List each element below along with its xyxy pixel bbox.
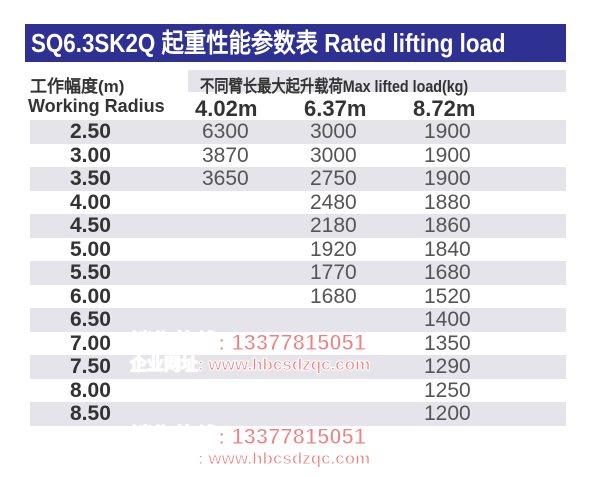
arm-length-2: 6.37m: [304, 96, 367, 121]
table-row: 2.50 6300 3000 1900: [30, 120, 566, 144]
table-row: 5.00 1920 1840: [30, 238, 566, 262]
table-row: 8.00 1250: [30, 379, 566, 403]
watermark-2: 销售热线: 13377815051 企业网址: www.hbcsdzqc.com: [129, 424, 371, 469]
load-cell: 1290: [424, 355, 471, 378]
table-row: 4.50 2180 1860: [30, 214, 566, 238]
load-header-band: [188, 70, 566, 92]
table-row: 7.00 1350: [30, 332, 566, 356]
load-cell: 1250: [424, 378, 471, 402]
radius-cell: 2.50: [70, 120, 111, 143]
radius-cell: 8.00: [70, 378, 111, 402]
load-cell: 1900: [424, 167, 471, 190]
radius-cell: 4.50: [70, 214, 111, 237]
load-cell: 6300: [202, 120, 249, 143]
load-cell: 1520: [424, 284, 471, 308]
load-cell: 2180: [310, 214, 357, 237]
load-cell: 1900: [424, 120, 471, 143]
load-cell: 1920: [310, 237, 357, 261]
table-row: 6.50 1400: [30, 308, 566, 332]
radius-cell: 5.50: [70, 261, 111, 284]
radius-header-cn: 工作幅度(m): [30, 77, 125, 96]
load-cell: 1770: [310, 261, 357, 284]
load-cell: 1200: [424, 402, 471, 425]
table-row: 8.50 1200: [30, 402, 566, 426]
load-table: 2.50 6300 3000 1900 3.00 3870 3000 1900 3.50 3650…: [30, 120, 566, 426]
radius-cell: 4.00: [70, 190, 111, 214]
watermark-site: 企业网址: www.hbcsdzqc.com: [129, 449, 371, 469]
radius-cell: 8.50: [70, 402, 111, 425]
load-cell: 3870: [202, 143, 249, 167]
load-cell: 3000: [310, 143, 357, 167]
radius-cell: 7.00: [70, 331, 111, 355]
load-cell: 3650: [202, 167, 249, 190]
radius-cell: 3.00: [70, 143, 111, 167]
table-title: SQ6.3SK2Q 起重性能参数表 Rated lifting load: [31, 28, 506, 58]
load-cell: 1840: [424, 237, 471, 261]
table-row: 3.00 3870 3000 1900: [30, 144, 566, 168]
radius-cell: 7.50: [70, 355, 111, 378]
table-row: 7.50 1290: [30, 355, 566, 379]
load-cell: 1680: [310, 284, 357, 308]
load-cell: 1860: [424, 214, 471, 237]
table-row: 6.00 1680 1520: [30, 285, 566, 309]
load-cell: 1680: [424, 261, 471, 284]
radius-cell: 5.00: [70, 237, 111, 261]
load-cell: 3000: [310, 120, 357, 143]
load-cell: 1900: [424, 143, 471, 167]
table-row: 3.50 3650 2750 1900: [30, 167, 566, 191]
load-cell: 2480: [310, 190, 357, 214]
table-row: 4.00 2480 1880: [30, 191, 566, 215]
radius-header-en: Working Radius: [28, 96, 165, 116]
load-header: 不同臂长最大起升载荷Max lifted load(kg): [200, 77, 469, 96]
table-row: 5.50 1770 1680: [30, 261, 566, 285]
arm-length-3: 8.72m: [413, 96, 476, 121]
load-cell: 1350: [424, 331, 471, 355]
load-cell: 1880: [424, 190, 471, 214]
arm-length-1: 4.02m: [195, 96, 258, 121]
title-bar: SQ6.3SK2Q 起重性能参数表 Rated lifting load: [25, 24, 566, 62]
load-cell: 1400: [424, 308, 471, 331]
radius-cell: 3.50: [70, 167, 111, 190]
load-cell: 2750: [310, 167, 357, 190]
radius-cell: 6.00: [70, 284, 111, 308]
watermark-site: 企业网址: www.hbcsdzqc.com: [129, 355, 371, 375]
watermark-1: 销售热线: 13377815051 企业网址: www.hbcsdzqc.com: [129, 330, 371, 375]
watermark-phone: 销售热线: 13377815051: [129, 424, 367, 449]
watermark-phone: 销售热线: 13377815051: [129, 330, 367, 355]
radius-cell: 6.50: [70, 308, 111, 331]
